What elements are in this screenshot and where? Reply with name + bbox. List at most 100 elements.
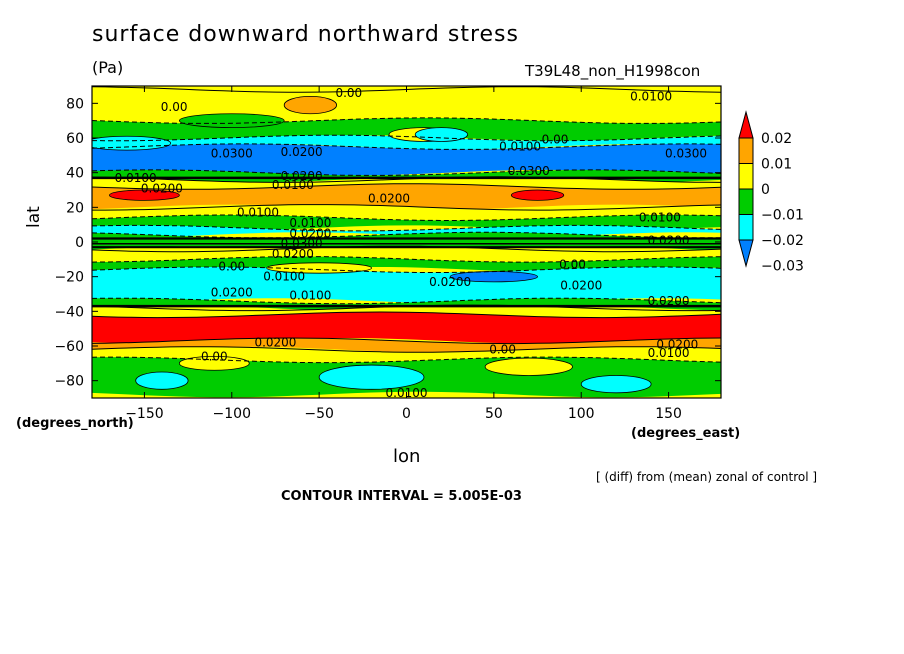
field-band [92,143,721,176]
field-patch [109,189,180,201]
contour-line [92,183,721,190]
x-tick-label: −100 [213,406,251,422]
contour-label: 0.0100 [263,270,305,284]
x-axis-label: lon [393,446,421,467]
field-patch [92,135,172,151]
contour-label: 0.0200 [648,294,690,308]
contour-label: 0.0100 [639,211,681,225]
colorbar-segment [738,137,754,164]
y-tick-label: −80 [54,374,84,390]
contour-label: 0.00 [218,259,245,273]
colorbar-arrow-top [738,110,754,139]
contour-label: 0.0100 [115,171,157,185]
contour-label: 0.0300 [211,147,253,161]
contour-line [92,231,721,239]
field-patch [178,113,285,128]
contour-lines [92,86,721,364]
field-patch [178,356,250,371]
contour-label: 0.0100 [237,206,279,220]
contour-label: 0.0200 [289,226,331,240]
x-tick-label: −150 [125,406,163,422]
contour-line [92,346,721,353]
contour-field [92,86,721,398]
field-band [92,338,721,353]
contour-line [92,204,721,211]
contour-label: 0.0200 [648,233,690,247]
contour-label: 0.0200 [656,337,698,351]
contour-label: 0.0200 [141,181,183,195]
y-tick-label: −20 [54,270,84,286]
contour-label: 0.0100 [499,140,541,154]
contour-label: 0.0200 [211,285,253,299]
contour-interval: CONTOUR INTERVAL = 5.005E-03 [281,489,522,504]
contour-label: 0.00 [201,349,228,363]
y-tick-label: 40 [66,166,84,182]
field-band [92,135,721,150]
x-axis-ticks: −150 −100 −50 0 50 100 150 [125,86,682,422]
colorbar-level-label: 0.01 [761,157,792,173]
field-band [92,298,721,311]
contour-label: 0.0200 [272,247,314,261]
field-patch [484,357,573,376]
field-patch [414,127,469,142]
colorbar-segment [738,214,754,241]
x-tick-label: 150 [655,406,682,422]
contour-label: 0.0200 [560,278,602,292]
field-band [92,346,721,363]
contour-label: 0.0200 [281,145,323,159]
field-patch [510,189,565,201]
x-tick-label: −50 [304,406,334,422]
contour-line [92,311,721,319]
contour-label: 0.0100 [289,289,331,303]
contour-label: 0.00 [542,133,569,147]
diff-note: [ (diff) from (mean) zonal of control ] [596,470,818,484]
contour-label: 0.0100 [386,386,428,400]
y-tick-label: −40 [54,304,84,320]
colorbar-level-label: 0 [761,182,770,198]
colorbar-level-label: −0.01 [761,208,804,224]
colorbar-level-label: −0.02 [761,233,804,249]
field-band [92,312,721,344]
x-tick-label: 100 [568,406,595,422]
contour-label: 0.0100 [272,178,314,192]
contour-label: 0.0200 [368,192,410,206]
field-band [92,305,721,318]
field-band [92,267,721,304]
contour-label: 0.0200 [429,275,471,289]
field-patch [135,371,189,390]
contour-label: 0.0200 [281,169,323,183]
colorbar-level-label: 0.02 [761,131,792,147]
contour-label: 0.0200 [254,336,296,350]
chart-title: surface downward northward stress [92,22,519,47]
y-unit-label: (degrees_north) [16,416,134,431]
field-band [92,176,721,190]
y-tick-label: 0 [75,235,84,251]
colorbar-level-label: −0.03 [761,259,804,275]
field-patch [283,96,338,115]
contour-label: 0.00 [559,258,586,272]
field-patch [266,262,372,274]
y-tick-label: −60 [54,339,84,355]
field-band [92,183,721,211]
field-patch [318,364,425,390]
contour-label: 0.00 [335,86,362,100]
y-tick-label: 80 [66,96,84,112]
x-tick-label: 0 [402,406,411,422]
contour-line [92,256,721,263]
y-tick-label: 60 [66,131,84,147]
colorbar-segment [738,163,754,190]
contour-line [92,297,721,305]
y-axis-label: lat [24,206,44,228]
contour-label: 0.0300 [508,164,550,178]
contour-label: 0.0100 [630,89,672,103]
run-label: T39L48_non_H1998con [525,62,701,80]
field-patch [580,375,652,394]
contour-line [92,134,721,142]
contour-label: 0.00 [161,100,188,114]
contour-line [92,117,721,124]
contour-line [92,169,721,176]
contour-line [92,266,721,273]
x-tick-label: 50 [485,406,503,422]
